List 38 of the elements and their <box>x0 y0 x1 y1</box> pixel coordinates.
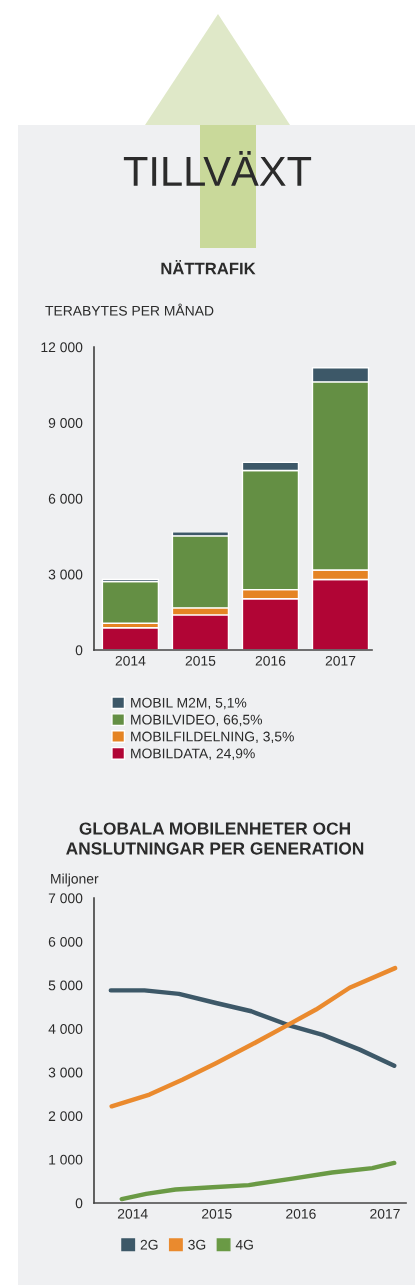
y-tick-label: 6 000 <box>48 936 83 947</box>
y-axis-title: TERABYTES PER MÅNAD <box>45 303 214 316</box>
chart-title: GLOBALA MOBILENHETER OCH ANSLUTNINGAR PER GENERATION <box>66 822 364 855</box>
bar <box>101 627 160 650</box>
y-tick-label: 2 000 <box>48 1111 83 1122</box>
y-tick-label: 7 000 <box>48 893 83 904</box>
y-tick-label: 1 000 <box>49 1154 83 1165</box>
x-tick-label: 2015 <box>202 1208 232 1219</box>
y-tick-label: 12 000 <box>41 342 83 353</box>
legend-label: 3G <box>188 1239 206 1250</box>
legend-label: MOBILVIDEO, 66,5% <box>131 714 263 727</box>
x-tick-label: 2014 <box>117 1208 148 1219</box>
legend-label: 2G <box>140 1239 158 1250</box>
bar <box>101 580 160 624</box>
x-tick-label: 2017 <box>325 655 356 666</box>
y-tick-label: 3 000 <box>48 1067 83 1078</box>
y-tick-label: 5 000 <box>48 980 83 991</box>
legend-label: MOBILFILDELNING, 3,5% <box>131 731 294 744</box>
line-series <box>109 965 398 1109</box>
legend-label: MOBIL M2M, 5,1% <box>131 697 247 710</box>
chart-title: TILLVÄXT <box>123 150 312 186</box>
chart-subtitle: NÄTTRAFIK <box>161 260 256 275</box>
x-tick-label: 2016 <box>286 1208 316 1219</box>
y-axis-title: Miljoner <box>51 873 99 887</box>
y-tick-label: 0 <box>75 1198 83 1209</box>
legend-label: MOBILDATA, 24,9% <box>131 748 255 761</box>
y-tick-label: 0 <box>75 645 83 656</box>
y-tick-label: 6 000 <box>48 493 83 504</box>
x-tick-label: 2015 <box>185 655 216 666</box>
line-series <box>119 1160 397 1202</box>
y-tick-label: 3 000 <box>48 569 83 580</box>
y-tick-label: 4 000 <box>48 1024 83 1034</box>
x-tick-label: 2014 <box>115 655 146 666</box>
x-tick-label: 2017 <box>370 1208 400 1219</box>
x-tick-label: 2016 <box>255 655 286 666</box>
legend-label: 4G <box>235 1239 253 1250</box>
y-tick-label: 9 000 <box>48 418 83 428</box>
line-series <box>108 988 397 1068</box>
